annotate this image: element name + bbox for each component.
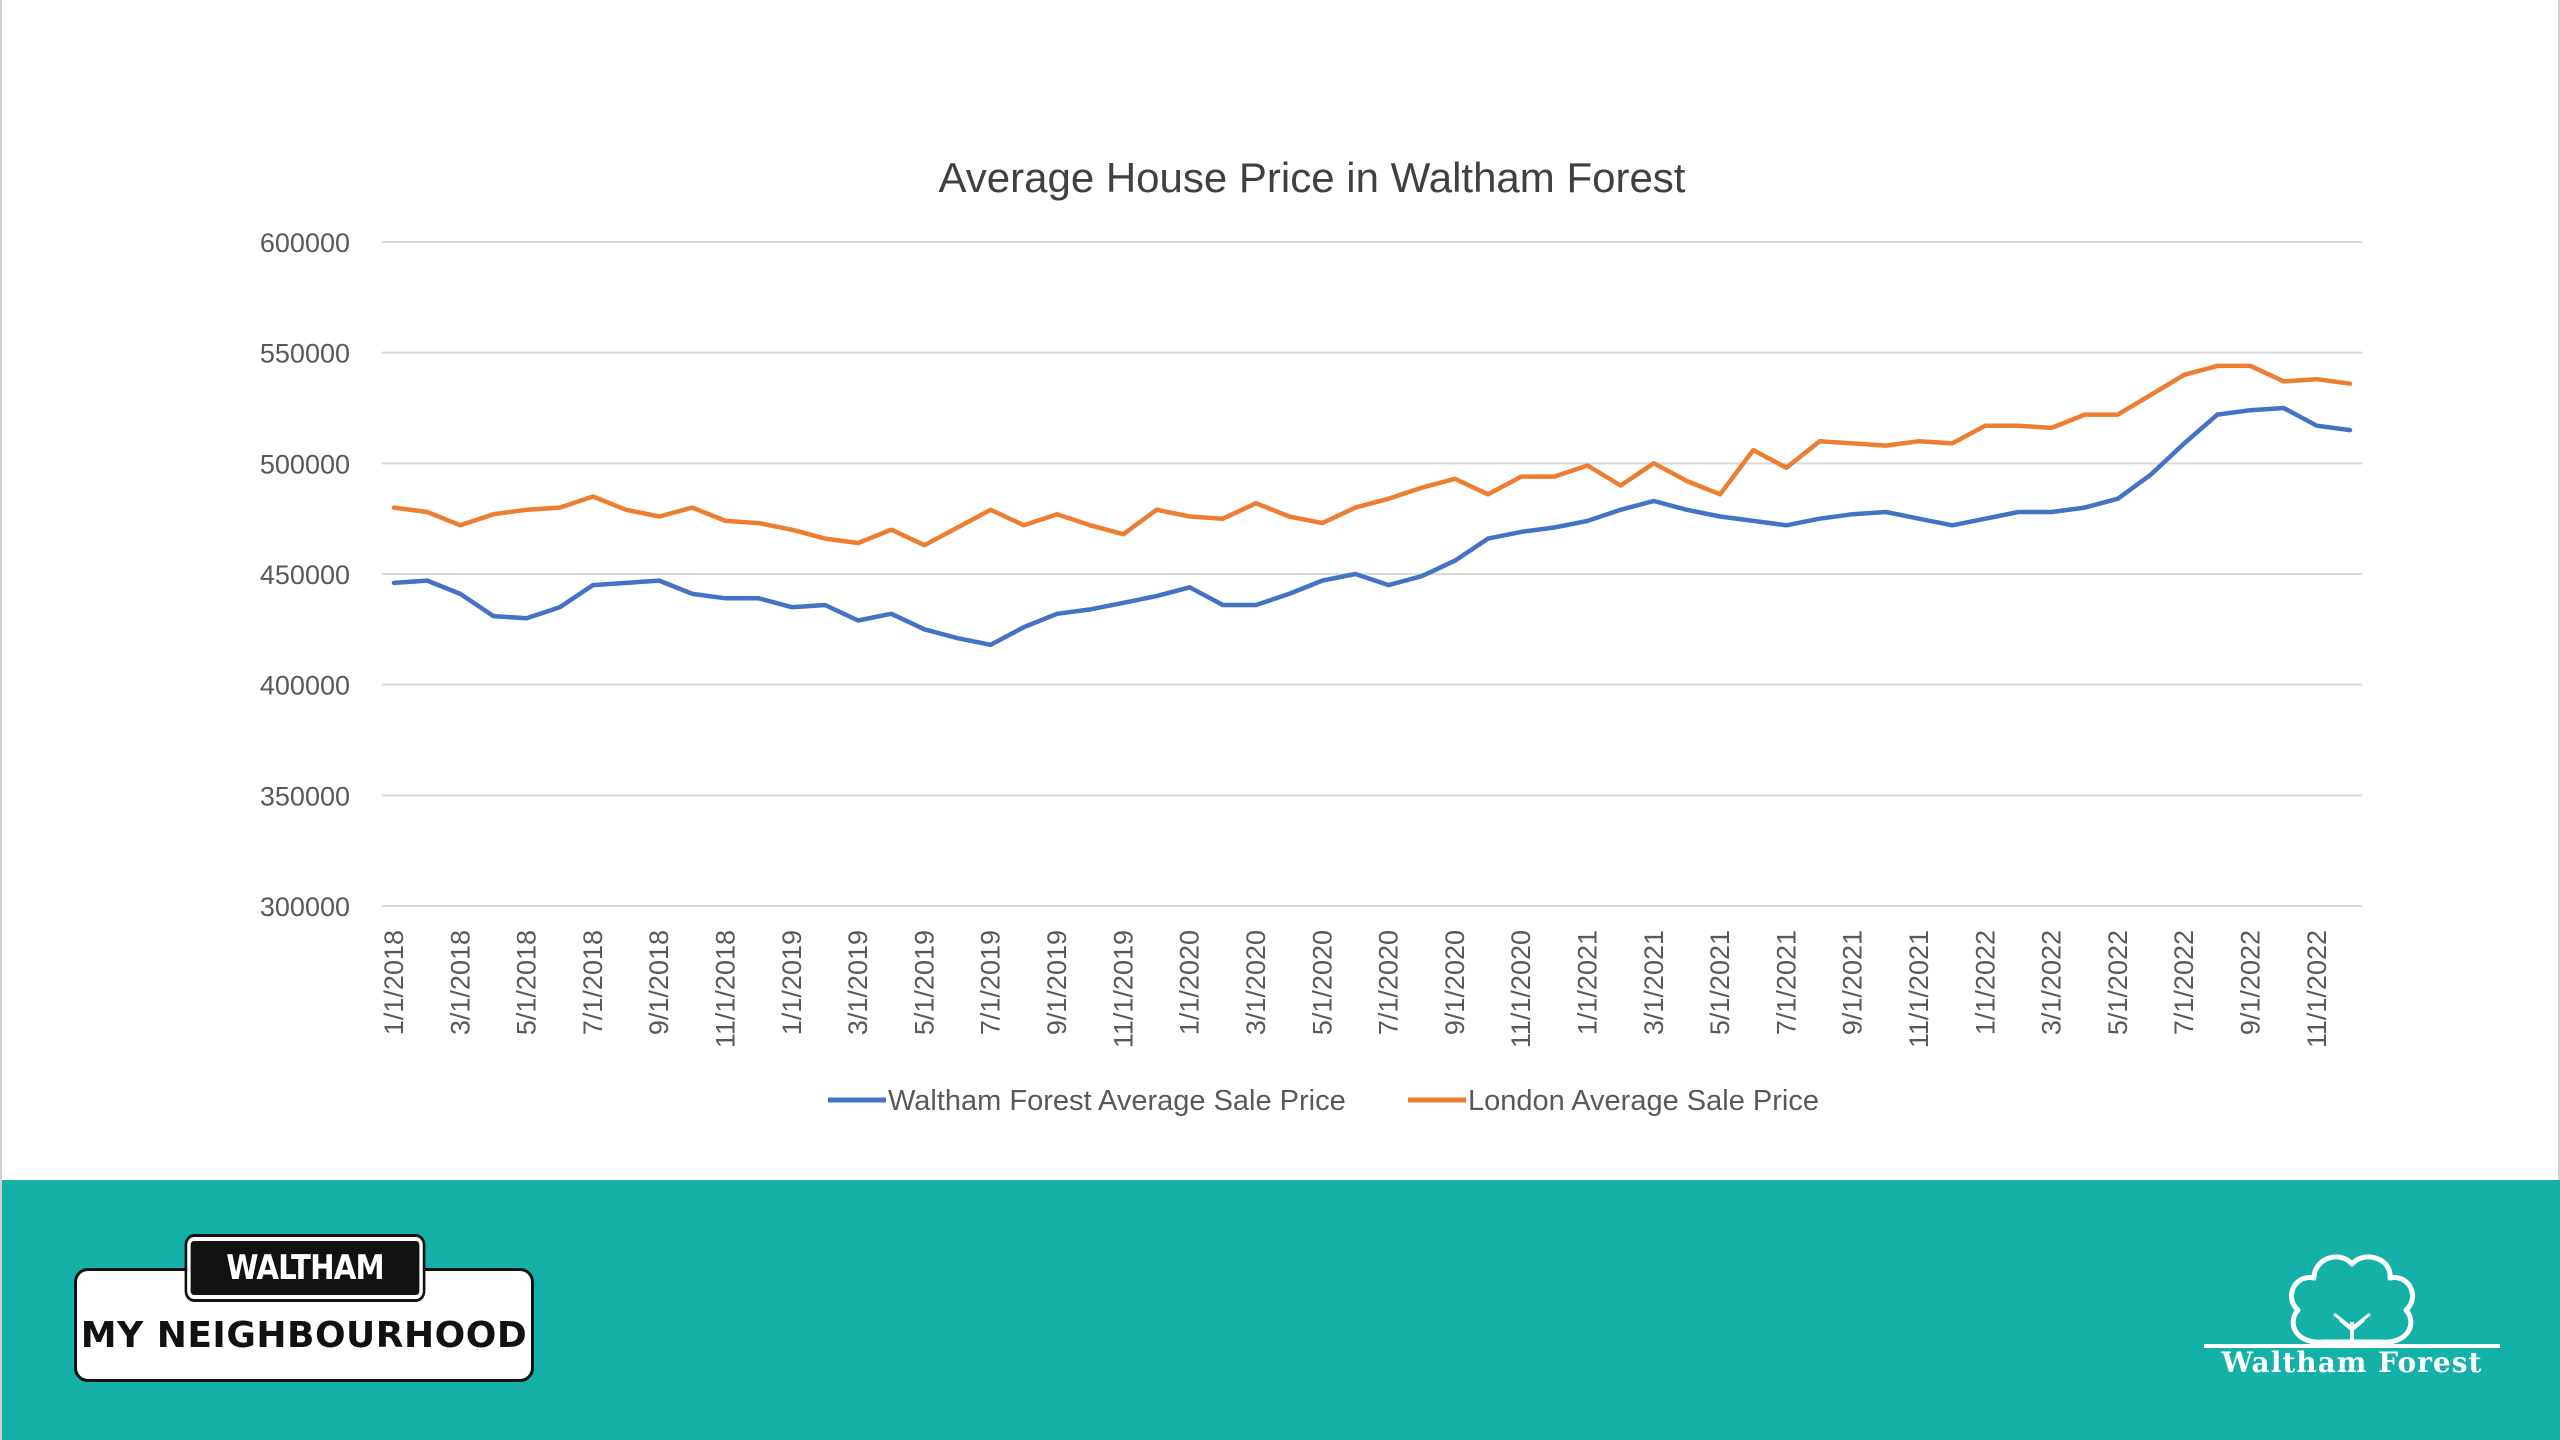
- x-tick-label: 5/1/2018: [512, 930, 542, 1035]
- x-tick-label: 5/1/2021: [1705, 930, 1735, 1035]
- y-tick-label: 450000: [260, 560, 350, 590]
- x-tick-label: 3/1/2022: [2037, 930, 2067, 1035]
- x-tick-label: 9/1/2021: [1838, 930, 1868, 1035]
- x-tick-label: 9/1/2018: [644, 930, 674, 1035]
- x-tick-label: 11/1/2021: [1904, 930, 1934, 1048]
- x-tick-label: 7/1/2019: [976, 930, 1006, 1035]
- my-neighbourhood-badge: WALTHAM FOREST MY NEIGHBOURHOOD: [74, 1234, 534, 1382]
- legend-label: Waltham Forest Average Sale Price: [888, 1085, 1346, 1117]
- tree-icon: [2204, 1254, 2500, 1348]
- x-tick-label: 11/1/2018: [711, 930, 741, 1048]
- y-tick-label: 350000: [260, 781, 350, 811]
- legend-label: London Average Sale Price: [1468, 1085, 1819, 1117]
- series-line-london: [391, 363, 2353, 548]
- x-tick-label: 7/1/2020: [1374, 930, 1404, 1035]
- badge-title: WALTHAM FOREST: [184, 1234, 426, 1342]
- series-line-waltham-forest: [391, 405, 2353, 648]
- x-tick-label: 3/1/2021: [1639, 930, 1669, 1035]
- x-tick-label: 7/1/2022: [2169, 930, 2199, 1035]
- x-tick-label: 9/1/2020: [1440, 930, 1470, 1035]
- gridlines: [382, 241, 2362, 907]
- council-name: Waltham Forest: [2221, 1346, 2483, 1379]
- x-tick-label: 5/1/2019: [909, 930, 939, 1035]
- x-tick-label: 3/1/2019: [843, 930, 873, 1035]
- x-tick-label: 1/1/2019: [777, 930, 807, 1035]
- y-axis-ticks: 600000 550000 500000 450000 400000 350000 3000…: [260, 228, 350, 922]
- x-tick-label: 3/1/2020: [1241, 930, 1271, 1035]
- y-tick-label: 500000: [260, 449, 350, 479]
- y-tick-label: 600000: [260, 228, 350, 258]
- x-tick-label: 1/1/2022: [1970, 930, 2000, 1035]
- y-tick-label: 400000: [260, 671, 350, 701]
- x-tick-label: 1/1/2018: [379, 930, 409, 1035]
- chart-title: Average House Price in Waltham Forest: [939, 154, 1686, 201]
- x-tick-label: 5/1/2020: [1307, 930, 1337, 1035]
- y-tick-label: 300000: [260, 892, 350, 922]
- x-tick-label: 11/1/2022: [2302, 930, 2332, 1048]
- line-chart: Average House Price in Waltham Forest 60…: [260, 154, 2362, 1117]
- legend: Waltham Forest Average Sale Price London …: [828, 1085, 1819, 1117]
- x-tick-label: 7/1/2018: [578, 930, 608, 1035]
- series-lines: [391, 363, 2353, 648]
- x-tick-label: 3/1/2018: [445, 930, 475, 1035]
- x-tick-label: 11/1/2020: [1506, 930, 1536, 1048]
- x-tick-label: 9/1/2019: [1042, 930, 1072, 1035]
- y-tick-label: 550000: [260, 339, 350, 369]
- badge-subtitle: MY NEIGHBOURHOOD: [80, 1315, 528, 1356]
- x-tick-label: 11/1/2019: [1108, 930, 1138, 1048]
- x-tick-label: 7/1/2021: [1771, 930, 1801, 1035]
- x-tick-label: 1/1/2020: [1175, 930, 1205, 1035]
- x-tick-label: 1/1/2021: [1572, 930, 1602, 1035]
- x-axis-ticks: 1/1/2018 3/1/2018 5/1/2018 7/1/2018 9/1/2018…: [379, 930, 2332, 1048]
- x-tick-label: 9/1/2022: [2236, 930, 2266, 1035]
- x-tick-label: 5/1/2022: [2103, 930, 2133, 1035]
